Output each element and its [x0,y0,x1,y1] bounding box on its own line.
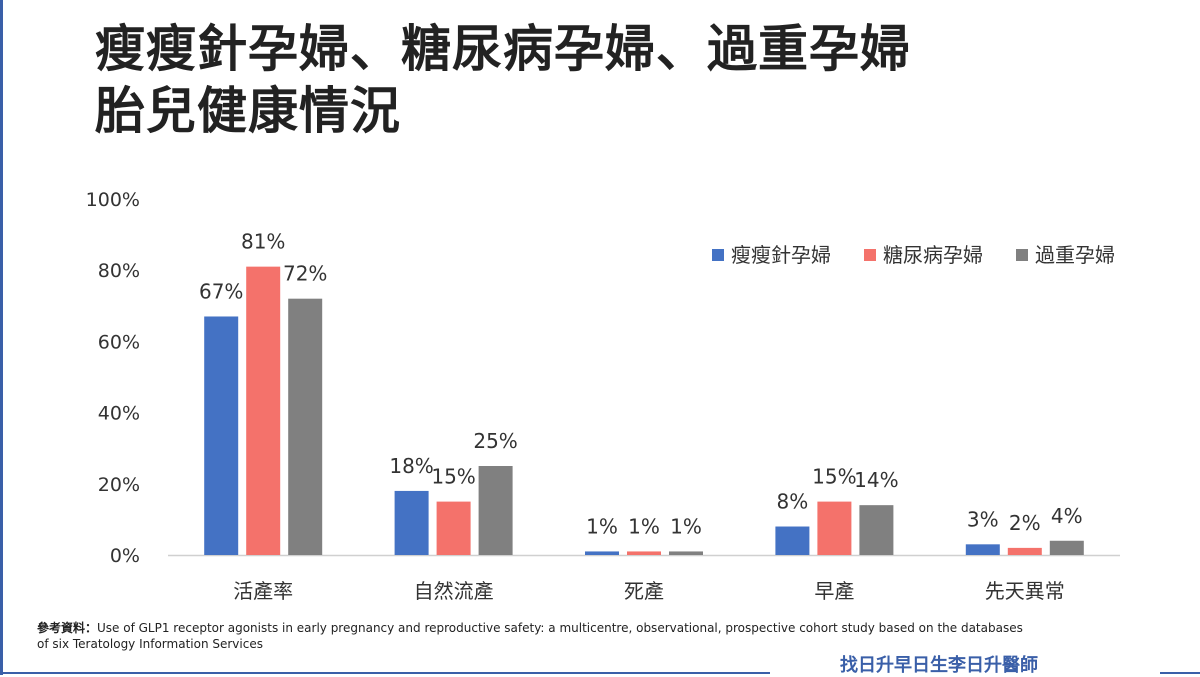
bar-2 [627,551,661,555]
page-title: 瘦瘦針孕婦、糖尿病孕婦、過重孕婦 胎兒健康情況 [95,18,1095,142]
footer-rule-left [0,672,770,674]
data-label: 3% [967,507,999,531]
brand-signature: 找日升早日生李日升醫師 [840,655,1038,676]
bar-2 [817,501,852,555]
bar-3 [1049,540,1084,555]
legend-label: 過重孕婦 [1035,243,1115,267]
category-label: 死產 [624,579,664,603]
data-label: 25% [473,429,517,453]
reference-text: Use of GLP1 receptor agonists in early p… [37,621,1023,651]
bar-3 [669,551,703,555]
category-label: 先天異常 [985,579,1065,603]
y-tick-label: 80% [98,260,140,282]
data-label: 1% [670,514,702,538]
bar-1 [585,551,619,555]
bar-2 [246,266,281,555]
category-label: 早產 [814,579,854,603]
data-label: 15% [431,465,475,489]
category-label: 自然流產 [414,579,494,603]
bar-2 [1007,547,1042,555]
category-label: 活產率 [233,579,293,603]
reference-note: 參考資料：Use of GLP1 receptor agonists in ea… [37,620,1037,652]
title-line-2: 胎兒健康情況 [95,82,401,140]
data-label: 81% [241,230,285,254]
legend-label: 糖尿病孕婦 [883,243,983,267]
data-label: 8% [777,490,809,514]
bar-1 [204,316,239,555]
footer-rule-right [1160,672,1200,674]
legend-swatch [712,249,724,261]
legend-swatch [1016,249,1028,261]
bar-3 [288,298,323,555]
title-line-1: 瘦瘦針孕婦、糖尿病孕婦、過重孕婦 [95,20,911,78]
bar-2 [436,501,471,555]
data-label: 18% [389,454,433,478]
bar-3 [478,466,513,555]
reference-label: 參考資料： [37,621,98,635]
data-label: 1% [586,514,618,538]
data-label: 2% [1009,511,1041,535]
data-label: 14% [854,468,898,492]
y-tick-label: 60% [98,331,140,353]
y-tick-label: 20% [98,474,140,496]
left-accent-rule [0,0,3,675]
legend-swatch [864,249,876,261]
data-label: 67% [199,279,243,303]
data-label: 72% [283,262,327,286]
data-label: 15% [812,465,856,489]
y-tick-label: 0% [110,545,140,567]
data-label: 1% [628,514,660,538]
bar-1 [394,490,429,555]
legend-label: 瘦瘦針孕婦 [731,243,831,267]
y-tick-label: 40% [98,403,140,425]
y-tick-label: 100% [86,189,140,211]
bar-1 [775,526,810,555]
bar-3 [859,505,894,555]
bar-1 [965,544,1000,555]
data-label: 4% [1051,504,1083,528]
